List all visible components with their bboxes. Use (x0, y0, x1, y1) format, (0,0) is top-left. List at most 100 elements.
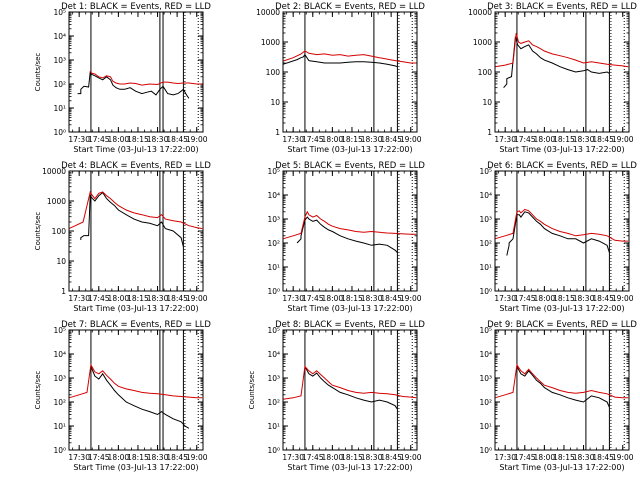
x-tick-label: 18:45 (592, 294, 614, 303)
detector-panel-5: Det 5: BLACK = Events, RED = LLD 10⁰ 10¹ 10… (267, 161, 425, 313)
y-tick-label: 1000 (473, 38, 492, 47)
x-tick-label: 18:15 (127, 453, 149, 462)
x-tick-label: 17:45 (514, 135, 536, 144)
x-tick-label: 18:45 (380, 135, 402, 144)
x-tick-label: 18:30 (147, 135, 169, 144)
x-tick-label: 19:00 (612, 135, 634, 144)
y-tick-label: 10² (267, 239, 280, 248)
y-axis-label: Counts/sec (248, 371, 256, 410)
y-tick-label: 1 (61, 287, 66, 296)
x-axis-label: Start Time (03-Jul-13 17:22:00) (287, 463, 412, 472)
x-axis-label: Start Time (03-Jul-13 17:22:00) (73, 304, 198, 313)
x-axis-label: Start Time (03-Jul-13 17:22:00) (499, 463, 624, 472)
x-tick-label: 18:15 (341, 135, 363, 144)
detector-panel-8: Det 8: BLACK = Events, RED = LLD 10⁰ 10¹ 10… (248, 320, 425, 472)
x-tick-label: 18:00 (322, 294, 344, 303)
series-events-line (90, 366, 190, 429)
y-tick-label: 1 (275, 128, 280, 137)
y-tick-label: 10³ (479, 374, 492, 383)
y-tick-label: 1000 (47, 197, 66, 206)
x-tick-label: 19:00 (612, 294, 634, 303)
y-axis-label: Counts/sec (34, 371, 42, 410)
x-axis-label: Start Time (03-Jul-13 17:22:00) (73, 463, 198, 472)
x-tick-label: 19:00 (400, 294, 422, 303)
y-tick-label: 10¹ (267, 422, 280, 431)
x-tick-label: 17:30 (494, 453, 516, 462)
plot-frame (68, 11, 204, 133)
y-tick-label: 100 (52, 227, 67, 236)
y-tick-label: 10⁴ (267, 350, 280, 359)
x-tick-label: 18:15 (553, 294, 575, 303)
series-lld-line (282, 365, 417, 400)
series-events-line (516, 366, 610, 408)
y-tick-label: 10⁵ (479, 167, 492, 176)
series-lld-line (68, 363, 203, 399)
x-tick-label: 17:45 (514, 453, 536, 462)
y-tick-label: 10⁵ (53, 326, 66, 335)
detector-panel-9: Det 9: BLACK = Events, RED = LLD 10⁰ 10¹ 10… (479, 320, 637, 472)
y-tick-label: 10⁴ (479, 350, 492, 359)
y-axis-label: Counts/sec (34, 212, 42, 251)
y-tick-label: 10⁰ (53, 446, 66, 455)
x-tick-label: 17:45 (302, 453, 324, 462)
y-tick-label: 10³ (53, 56, 66, 65)
y-tick-label: 10 (270, 98, 280, 107)
x-tick-label: 17:45 (88, 294, 110, 303)
y-tick-label: 1 (487, 128, 492, 137)
y-tick-label: 10⁵ (479, 326, 492, 335)
y-tick-label: 10⁵ (267, 167, 280, 176)
detector-panel-6: Det 6: BLACK = Events, RED = LLD 10⁰ 10¹ 10… (479, 161, 637, 313)
y-tick-label: 10 (482, 98, 492, 107)
x-tick-label: 18:45 (380, 453, 402, 462)
panel-title: Det 8: BLACK = Events, RED = LLD (275, 320, 425, 330)
plot-frame (282, 329, 418, 451)
detector-panel-2: Det 2: BLACK = Events, RED = LLD 1 10 100 10… (256, 2, 425, 154)
x-tick-label: 18:45 (166, 294, 188, 303)
x-tick-label: 18:00 (534, 135, 556, 144)
x-tick-label: 18:15 (127, 294, 149, 303)
x-tick-label: 17:30 (282, 135, 304, 144)
x-tick-label: 18:15 (553, 135, 575, 144)
panel-title: Det 9: BLACK = Events, RED = LLD (487, 320, 637, 330)
series-events-line (282, 53, 398, 68)
y-tick-label: 10⁰ (479, 446, 492, 455)
x-tick-label: 18:45 (380, 294, 402, 303)
detector-panel-3: Det 3: BLACK = Events, RED = LLD 1 10 100 10… (468, 2, 637, 154)
x-tick-label: 18:30 (361, 294, 383, 303)
y-tick-label: 10³ (267, 215, 280, 224)
y-tick-label: 10³ (53, 374, 66, 383)
series-lld-line (68, 190, 203, 230)
x-tick-label: 17:45 (88, 135, 110, 144)
panel-title: Det 7: BLACK = Events, RED = LLD (61, 320, 211, 330)
detector-panel-1: Det 1: BLACK = Events, RED = LLD 10⁰ 10¹ 10… (34, 2, 211, 154)
series-lld-line (494, 208, 629, 242)
x-tick-label: 19:00 (400, 135, 422, 144)
x-tick-label: 17:30 (494, 135, 516, 144)
x-tick-label: 19:00 (186, 135, 208, 144)
plot-frame (68, 170, 204, 292)
panel-title: Det 1: BLACK = Events, RED = LLD (61, 2, 211, 12)
y-tick-label: 10² (479, 239, 492, 248)
series-lld-line (494, 32, 629, 68)
y-tick-label: 10³ (479, 215, 492, 224)
detector-panel-4: Det 4: BLACK = Events, RED = LLD 1 10 100 10… (34, 161, 211, 313)
x-tick-label: 18:00 (108, 294, 130, 303)
y-tick-label: 10⁵ (267, 326, 280, 335)
y-tick-label: 100 (478, 68, 493, 77)
y-tick-label: 10⁰ (267, 287, 280, 296)
y-tick-label: 10¹ (53, 422, 66, 431)
x-tick-label: 17:30 (494, 294, 516, 303)
y-tick-label: 10¹ (479, 263, 492, 272)
y-tick-label: 10² (53, 80, 66, 89)
x-tick-label: 17:30 (282, 294, 304, 303)
x-tick-label: 17:30 (68, 453, 90, 462)
series-events-line (77, 71, 190, 99)
series-events-line (304, 366, 398, 410)
x-tick-label: 18:00 (322, 135, 344, 144)
y-tick-label: 10¹ (267, 263, 280, 272)
series-events-line (296, 216, 398, 253)
x-tick-label: 18:00 (534, 453, 556, 462)
series-lld-line (89, 70, 203, 86)
plot-frame (68, 329, 204, 451)
